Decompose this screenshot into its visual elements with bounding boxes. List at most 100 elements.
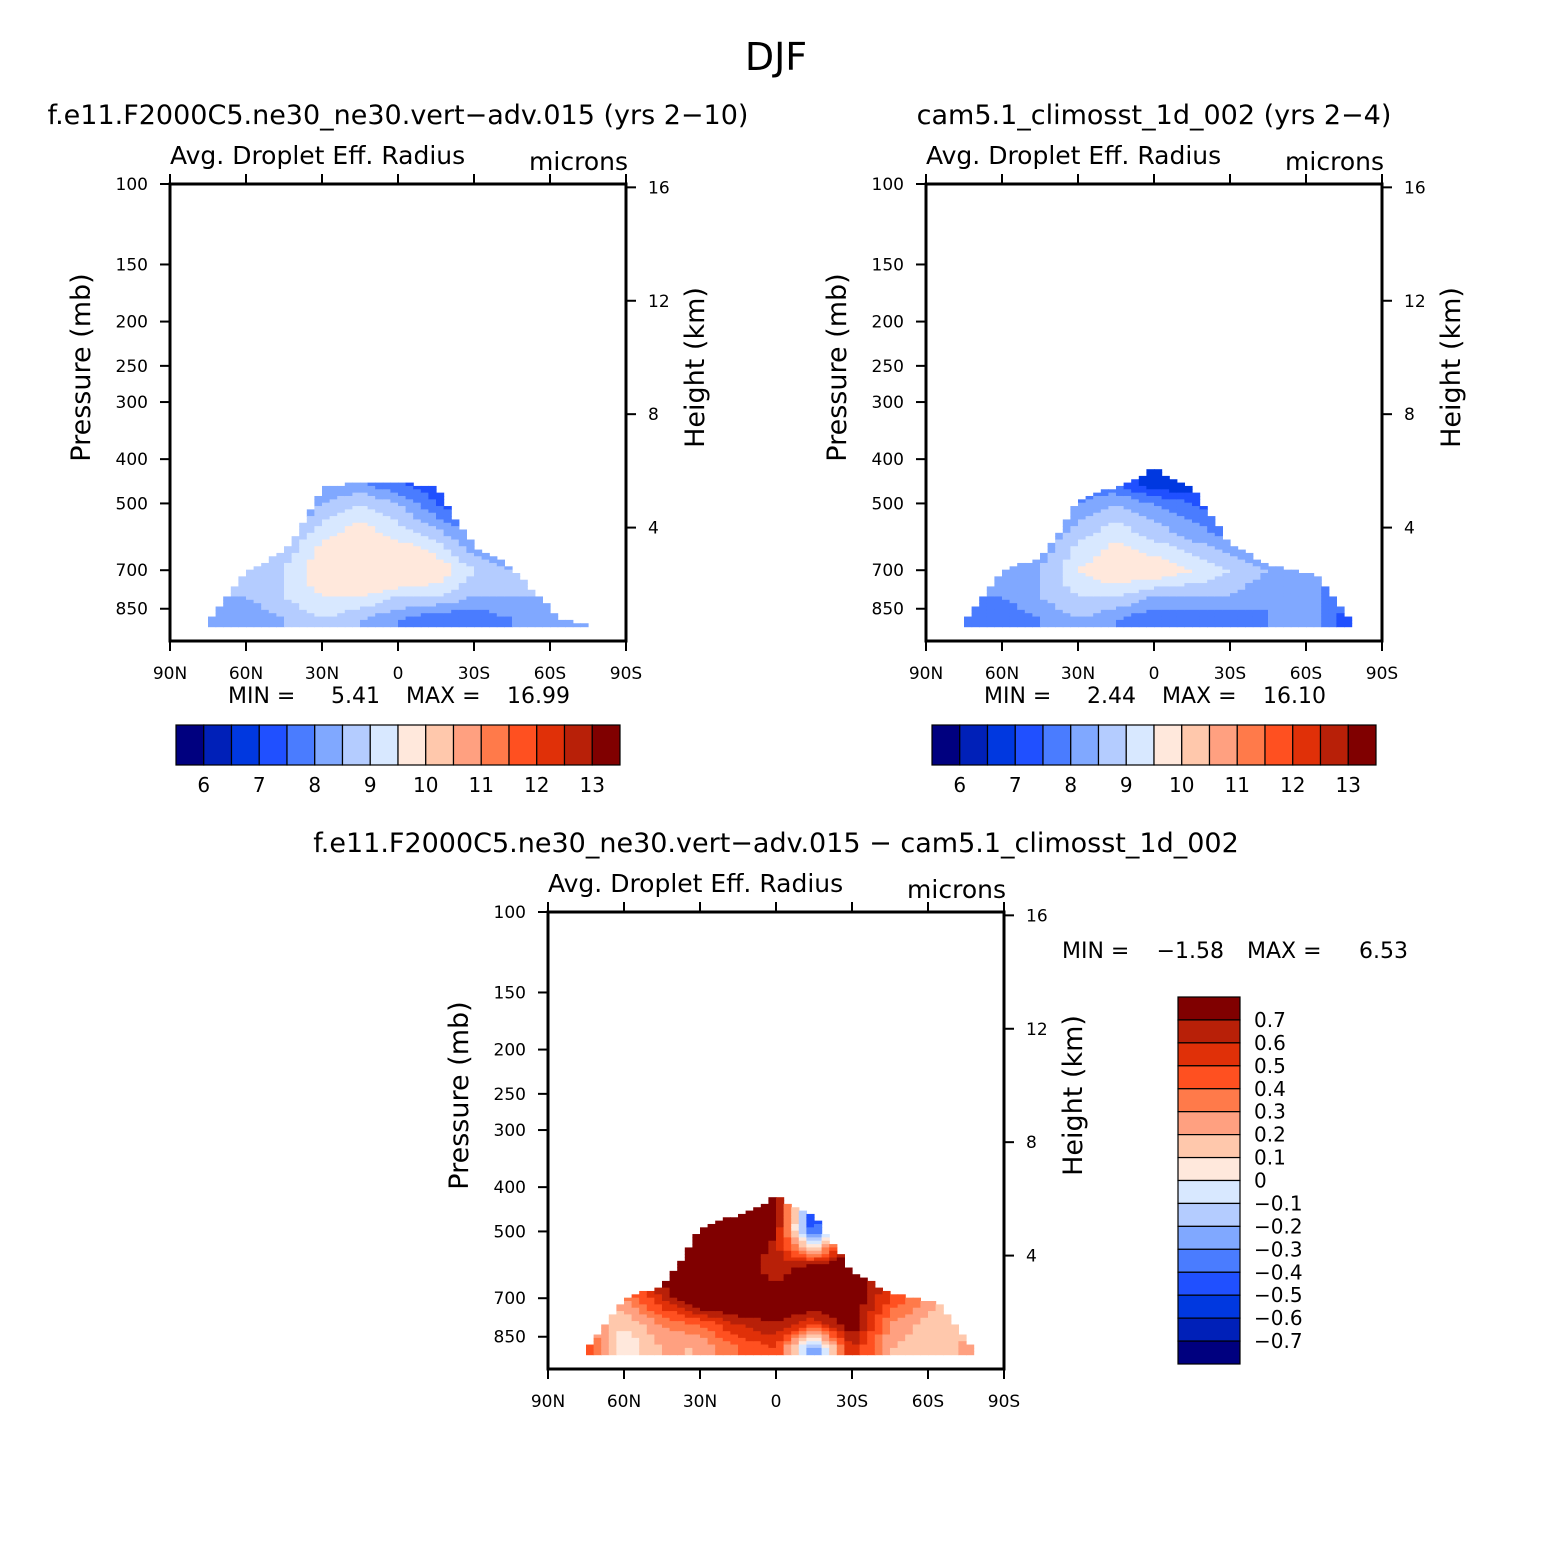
heatmap-cell — [692, 1331, 701, 1336]
heatmap-cell — [798, 1217, 807, 1222]
heatmap-cell — [1154, 539, 1163, 544]
heatmap-cell — [1154, 506, 1163, 510]
heatmap-cell — [738, 1337, 747, 1342]
colorbar-box — [1177, 1294, 1241, 1319]
lat-tick-label: 30N — [305, 664, 339, 684]
heatmap-cell — [352, 599, 361, 604]
heatmap-cell — [352, 579, 361, 584]
heatmap-cell — [608, 1314, 617, 1319]
heatmap-cell — [669, 1307, 678, 1312]
heatmap-cell — [367, 512, 376, 517]
heatmap-cell — [798, 1220, 807, 1225]
heatmap-cell — [322, 492, 331, 497]
heatmap-cell — [1321, 603, 1330, 608]
heatmap-cell — [677, 1334, 686, 1339]
heatmap-cell — [375, 613, 384, 618]
heatmap-cell — [669, 1294, 678, 1299]
heatmap-cell — [398, 522, 407, 527]
heatmap-cell — [1214, 609, 1223, 614]
heatmap-cell — [738, 1287, 747, 1292]
heatmap-cell — [882, 1311, 891, 1316]
heatmap-cell — [616, 1324, 625, 1329]
heatmap-cell — [1138, 542, 1147, 547]
heatmap-cell — [329, 536, 338, 541]
heatmap-cell — [753, 1331, 762, 1336]
heatmap-cell — [344, 623, 353, 628]
heatmap-cell — [306, 519, 315, 524]
heatmap-cell — [519, 593, 528, 598]
heatmap-cell — [882, 1351, 891, 1356]
heatmap-cell — [639, 1297, 648, 1302]
heatmap-cell — [1100, 566, 1109, 571]
heatmap-cell — [874, 1297, 883, 1302]
heatmap-cell — [1116, 576, 1125, 581]
heatmap-cell — [344, 589, 353, 594]
heatmap-cell — [1131, 529, 1140, 534]
heatmap-cell — [867, 1324, 876, 1329]
units-label: microns — [529, 147, 628, 176]
heatmap-cell — [542, 603, 551, 608]
heatmap-cell — [1222, 603, 1231, 608]
heatmap-cell — [413, 539, 422, 544]
heatmap-cell — [1214, 603, 1223, 608]
heatmap-cell — [1131, 549, 1140, 554]
heatmap-cell — [382, 522, 391, 527]
heatmap-cell — [745, 1277, 754, 1282]
heatmap-cell — [1207, 613, 1216, 618]
heatmap-cell — [783, 1351, 792, 1356]
heatmap-cell — [1108, 599, 1117, 604]
heatmap-cell — [760, 1260, 769, 1265]
heatmap-cell — [1199, 609, 1208, 614]
heatmap-cell — [715, 1264, 724, 1269]
heatmap-cell — [1017, 613, 1026, 618]
heatmap-cell — [768, 1351, 777, 1356]
heatmap-cell — [390, 512, 399, 517]
min-value: 5.41 — [331, 684, 380, 709]
colorbar-box — [1177, 1317, 1241, 1342]
heatmap-cell — [867, 1297, 876, 1302]
heatmap-cell — [798, 1294, 807, 1299]
heatmap-cell — [1290, 603, 1299, 608]
heatmap-cell — [905, 1337, 914, 1342]
heatmap-cell — [806, 1234, 815, 1238]
heatmap-cell — [1207, 616, 1216, 621]
heatmap-cell — [261, 576, 270, 581]
heatmap-cell — [1062, 539, 1071, 544]
heatmap-cell — [1131, 613, 1140, 618]
heatmap-cell — [1268, 613, 1277, 618]
heatmap-cell — [238, 603, 247, 608]
heatmap-cell — [1161, 549, 1170, 554]
heatmap-cell — [730, 1297, 739, 1302]
heatmap-cell — [1093, 603, 1102, 608]
heatmap-cell — [753, 1344, 762, 1349]
heatmap-cell — [1207, 546, 1216, 551]
heatmap-cell — [707, 1237, 716, 1242]
heatmap-cell — [314, 559, 323, 564]
heatmap-cell — [291, 566, 300, 571]
heatmap-cell — [443, 509, 452, 514]
heatmap-cell — [428, 576, 437, 581]
heatmap-cell — [971, 619, 980, 624]
heatmap-cell — [367, 599, 376, 604]
heatmap-cell — [1070, 512, 1079, 517]
heatmap-cell — [1192, 495, 1201, 500]
heatmap-cell — [1093, 519, 1102, 524]
heatmap-cell — [1321, 623, 1330, 628]
heatmap-cell — [390, 603, 399, 608]
heatmap-cell — [1047, 546, 1056, 551]
heatmap-cell — [776, 1200, 785, 1205]
heatmap-cell — [1009, 603, 1018, 608]
heatmap-cell — [692, 1341, 701, 1346]
heatmap-cell — [1222, 569, 1231, 574]
heatmap-cell — [882, 1304, 891, 1309]
heatmap-cell — [776, 1264, 785, 1269]
heatmap-cell — [284, 613, 293, 618]
heatmap-cell — [1040, 606, 1049, 611]
heatmap-cell — [375, 559, 384, 564]
heatmap-cell — [920, 1351, 929, 1356]
heatmap-cell — [420, 623, 429, 628]
pressure-tick-label: 300 — [872, 393, 904, 413]
heatmap-cell — [905, 1307, 914, 1312]
heatmap-cell — [1176, 576, 1185, 581]
heatmap-cell — [662, 1307, 671, 1312]
